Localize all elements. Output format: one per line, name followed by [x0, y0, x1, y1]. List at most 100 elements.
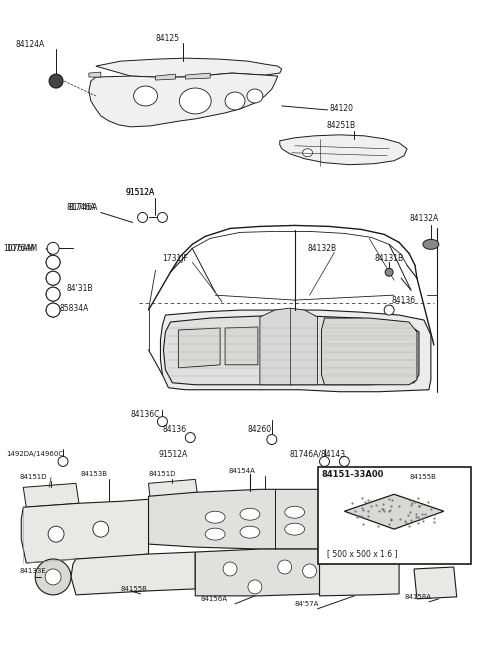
Polygon shape: [23, 484, 79, 507]
Ellipse shape: [423, 239, 439, 250]
Ellipse shape: [247, 89, 263, 103]
Ellipse shape: [385, 268, 393, 276]
Text: 84260: 84260: [248, 425, 272, 434]
Text: 84155B: 84155B: [120, 586, 147, 592]
Polygon shape: [156, 74, 175, 80]
Ellipse shape: [46, 303, 60, 317]
Ellipse shape: [240, 509, 260, 520]
Text: 81746A: 81746A: [66, 203, 96, 212]
Ellipse shape: [302, 148, 312, 157]
Ellipse shape: [329, 509, 349, 520]
Ellipse shape: [46, 256, 60, 269]
Text: 84131B: 84131B: [374, 254, 403, 263]
Text: 84132A: 84132A: [409, 214, 438, 223]
Ellipse shape: [93, 521, 109, 537]
Text: 1731JF: 1731JF: [162, 254, 188, 263]
Polygon shape: [414, 567, 457, 599]
Text: 81746A: 81746A: [69, 203, 98, 212]
Polygon shape: [148, 480, 198, 503]
Polygon shape: [89, 73, 278, 127]
Text: 1076AM: 1076AM: [3, 244, 35, 253]
Text: 91512A: 91512A: [126, 188, 155, 197]
Ellipse shape: [46, 271, 60, 285]
Ellipse shape: [46, 287, 60, 301]
Ellipse shape: [46, 287, 60, 301]
Text: 84151D: 84151D: [148, 471, 176, 478]
Ellipse shape: [157, 417, 168, 426]
Polygon shape: [179, 328, 220, 368]
Text: 84154A: 84154A: [228, 468, 255, 474]
Ellipse shape: [45, 569, 61, 585]
Ellipse shape: [133, 86, 157, 106]
Text: 84132B: 84132B: [308, 244, 337, 253]
Text: 84151-33A00: 84151-33A00: [322, 470, 384, 479]
Ellipse shape: [384, 305, 394, 315]
Ellipse shape: [48, 526, 64, 542]
Ellipse shape: [240, 526, 260, 538]
Polygon shape: [164, 316, 419, 385]
Ellipse shape: [350, 533, 358, 541]
Polygon shape: [160, 310, 431, 392]
Polygon shape: [96, 58, 282, 77]
Ellipse shape: [35, 559, 71, 595]
Text: 84158A: 84158A: [404, 594, 431, 600]
Ellipse shape: [285, 507, 305, 518]
Text: 84251B: 84251B: [326, 122, 356, 130]
Text: [ 500 x 500 x 1.6 ]: [ 500 x 500 x 1.6 ]: [327, 549, 398, 558]
Polygon shape: [89, 72, 101, 77]
Ellipse shape: [46, 271, 60, 285]
Ellipse shape: [185, 432, 195, 443]
Text: 84153B: 84153B: [81, 471, 108, 478]
Polygon shape: [148, 489, 401, 549]
Ellipse shape: [46, 303, 60, 317]
Text: 84124A: 84124A: [15, 39, 45, 49]
Ellipse shape: [339, 457, 349, 466]
Polygon shape: [399, 494, 454, 549]
Polygon shape: [71, 552, 195, 595]
Polygon shape: [344, 494, 444, 529]
Ellipse shape: [364, 511, 384, 523]
Text: 81746A/84143: 81746A/84143: [290, 450, 346, 459]
Ellipse shape: [329, 526, 349, 538]
Text: 84155B: 84155B: [409, 474, 436, 480]
Text: 84136: 84136: [391, 296, 415, 305]
Polygon shape: [21, 499, 148, 563]
Text: 84120: 84120: [329, 104, 353, 114]
Text: 84136C: 84136C: [131, 410, 160, 419]
Ellipse shape: [138, 212, 147, 223]
Polygon shape: [260, 308, 318, 385]
Ellipse shape: [49, 74, 63, 88]
Polygon shape: [320, 547, 399, 596]
Ellipse shape: [205, 528, 225, 540]
Polygon shape: [280, 135, 407, 165]
Text: 91512A: 91512A: [126, 188, 155, 197]
Text: 84151D: 84151D: [19, 474, 47, 480]
Ellipse shape: [180, 88, 211, 114]
Polygon shape: [185, 73, 210, 79]
Ellipse shape: [285, 523, 305, 535]
Ellipse shape: [278, 560, 292, 574]
Ellipse shape: [267, 434, 277, 445]
Polygon shape: [322, 318, 417, 385]
Ellipse shape: [157, 212, 168, 223]
Ellipse shape: [58, 457, 68, 466]
Ellipse shape: [223, 562, 237, 576]
Ellipse shape: [302, 564, 316, 578]
Ellipse shape: [46, 256, 60, 269]
Text: 1076AM: 1076AM: [6, 244, 37, 253]
Text: 84'57A: 84'57A: [295, 601, 319, 607]
Ellipse shape: [248, 580, 262, 594]
Ellipse shape: [47, 242, 59, 254]
Ellipse shape: [225, 92, 245, 110]
Text: 84136: 84136: [162, 425, 187, 434]
Text: 84133E: 84133E: [19, 568, 46, 574]
Text: 91512A: 91512A: [158, 450, 188, 459]
Polygon shape: [225, 327, 258, 365]
Text: 84'31B: 84'31B: [66, 284, 93, 292]
Text: 84125: 84125: [156, 34, 180, 43]
Text: 85834A: 85834A: [59, 304, 88, 313]
Bar: [318, 467, 471, 564]
Text: 84156A: 84156A: [200, 596, 227, 602]
Text: 1492DA/14960C: 1492DA/14960C: [6, 451, 63, 457]
Ellipse shape: [205, 511, 225, 523]
